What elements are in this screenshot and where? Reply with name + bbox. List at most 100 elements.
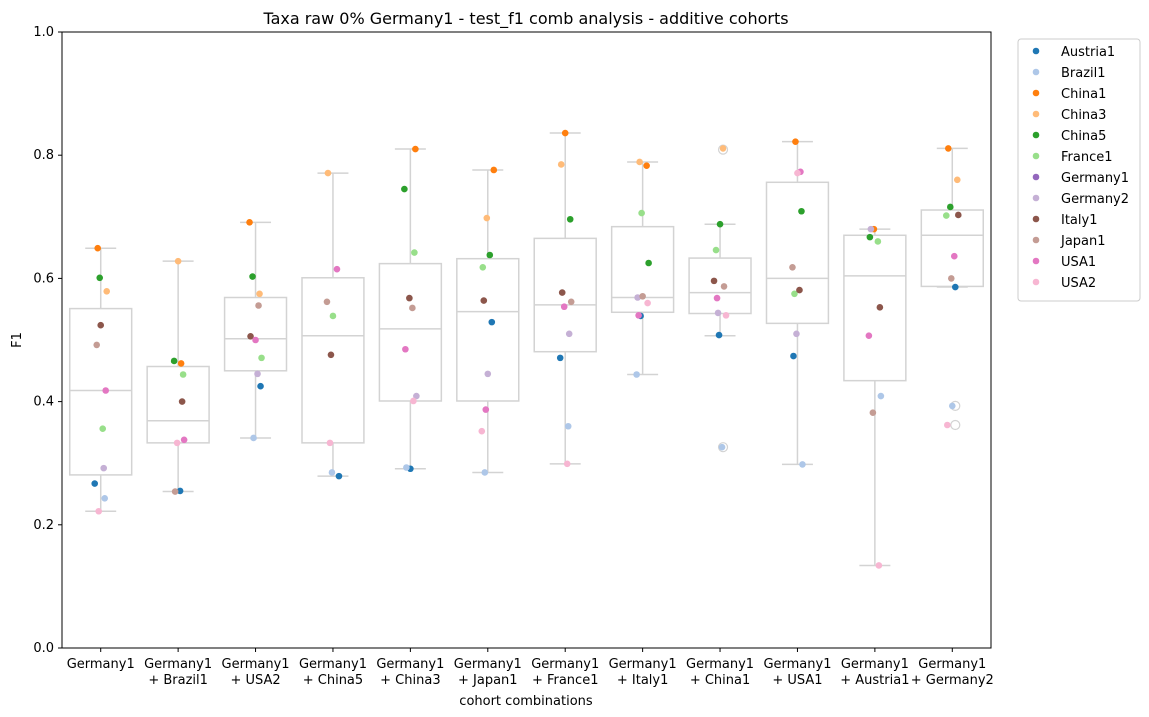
data-point-Japan1 bbox=[567, 298, 575, 306]
data-point-Germany2 bbox=[634, 294, 641, 301]
legend-marker-Italy1 bbox=[1032, 215, 1040, 223]
data-point-USA2 bbox=[794, 169, 801, 177]
data-point-Brazil1 bbox=[877, 392, 885, 400]
legend-marker-USA2 bbox=[1032, 278, 1040, 286]
data-point-Germany2 bbox=[867, 225, 875, 233]
box-iqr bbox=[843, 234, 907, 382]
data-point-Brazil1 bbox=[799, 461, 806, 468]
legend-label-Germany1: Germany1 bbox=[1061, 171, 1129, 186]
data-point-China5 bbox=[946, 203, 954, 211]
x-tick-label-line: Germany1 bbox=[299, 657, 367, 672]
y-tick-label: 0.6 bbox=[33, 271, 54, 286]
legend-frame bbox=[1017, 38, 1141, 302]
data-point-Brazil1 bbox=[718, 443, 726, 451]
data-point-USA1 bbox=[482, 406, 490, 413]
x-tick-label: Germany1 + China1 bbox=[686, 657, 754, 688]
legend-marker-France1 bbox=[1032, 152, 1040, 160]
x-tick-label-line: Germany1 bbox=[222, 657, 290, 672]
data-point-China1 bbox=[561, 129, 569, 137]
data-point-China3 bbox=[557, 161, 565, 168]
x-tick-label-line: Germany1 bbox=[144, 657, 212, 672]
legend-marker-China5 bbox=[1032, 131, 1040, 139]
data-point-China3 bbox=[636, 158, 643, 166]
legend-label-Japan1: Japan1 bbox=[1060, 234, 1106, 249]
data-point-Brazil1 bbox=[481, 469, 489, 476]
x-tick-label-line: Germany1 bbox=[763, 657, 831, 672]
x-tick-label: Germany1 + France1 bbox=[531, 657, 599, 688]
x-tick-label: Germany1 + USA1 bbox=[763, 657, 831, 688]
data-point-France1 bbox=[329, 312, 337, 320]
data-point-Italy1 bbox=[954, 211, 962, 219]
data-point-China5 bbox=[716, 220, 724, 228]
box-7 bbox=[610, 161, 675, 376]
data-point-China5 bbox=[486, 251, 494, 259]
outlier-point bbox=[717, 442, 729, 453]
x-tick-label-line: Germany1 bbox=[918, 657, 986, 672]
data-point-China3 bbox=[174, 257, 182, 265]
data-point-Austria1 bbox=[715, 331, 723, 339]
x-axis-label: cohort combinations bbox=[459, 694, 593, 709]
data-point-China1 bbox=[177, 360, 185, 367]
data-point-Brazil1 bbox=[564, 422, 572, 430]
x-tick-label-line: + Germany2 bbox=[911, 673, 994, 688]
data-point-USA1 bbox=[402, 345, 409, 353]
data-point-Japan1 bbox=[720, 283, 728, 290]
data-point-Italy1 bbox=[796, 286, 803, 294]
legend-label-France1: France1 bbox=[1061, 150, 1113, 165]
x-tick-label: Germany1 + Germany2 bbox=[911, 657, 994, 688]
data-point-China1 bbox=[490, 166, 498, 174]
data-point-China1 bbox=[94, 244, 102, 252]
legend-marker-Germany2 bbox=[1032, 194, 1040, 202]
data-point-Brazil1 bbox=[101, 495, 109, 502]
data-point-France1 bbox=[712, 246, 720, 254]
box-iqr bbox=[920, 209, 985, 288]
legend-label-China5: China5 bbox=[1061, 129, 1106, 144]
x-tick-label-line: + France1 bbox=[532, 673, 599, 688]
data-point-France1 bbox=[791, 290, 798, 298]
data-point-Austria1 bbox=[91, 480, 99, 487]
data-point-France1 bbox=[942, 212, 950, 219]
y-axis-label: F1 bbox=[10, 332, 25, 348]
data-point-China1 bbox=[944, 145, 952, 152]
legend: Austria1 Brazil1 China1 China3 China5 France1… bbox=[1017, 38, 1141, 302]
data-point-France1 bbox=[258, 354, 265, 362]
data-point-Germany2 bbox=[565, 330, 573, 338]
data-point-China5 bbox=[566, 215, 574, 223]
data-point-USA2 bbox=[722, 312, 730, 319]
data-point-USA2 bbox=[326, 439, 334, 447]
x-tick-label-line: + China3 bbox=[380, 673, 440, 688]
legend-marker-Japan1 bbox=[1032, 236, 1040, 244]
x-tick-label-line: + Japan1 bbox=[458, 673, 518, 688]
box-iqr bbox=[378, 262, 443, 402]
data-point-Japan1 bbox=[255, 302, 262, 309]
legend-label-Italy1: Italy1 bbox=[1061, 213, 1097, 228]
data-point-Japan1 bbox=[93, 341, 101, 349]
data-point-USA2 bbox=[478, 427, 486, 435]
legend-label-China3: China3 bbox=[1061, 108, 1106, 123]
data-point-China5 bbox=[645, 259, 652, 267]
data-point-USA1 bbox=[950, 252, 958, 260]
data-point-Austria1 bbox=[556, 354, 564, 362]
x-tick-label: Germany1 + Brazil1 bbox=[144, 657, 212, 688]
data-point-Italy1 bbox=[480, 297, 488, 304]
box-11 bbox=[920, 147, 985, 431]
data-point-China5 bbox=[96, 274, 104, 282]
outlier-point bbox=[950, 419, 961, 431]
x-tick-label: Germany1 + China5 bbox=[299, 657, 367, 688]
y-tick-label: 0.0 bbox=[33, 641, 54, 656]
data-point-China1 bbox=[412, 145, 419, 153]
box-iqr bbox=[301, 277, 365, 444]
x-tick-label: Germany1 bbox=[67, 657, 135, 672]
box-iqr bbox=[68, 307, 133, 476]
legend-label-Germany2: Germany2 bbox=[1061, 192, 1129, 207]
box-iqr bbox=[146, 365, 210, 444]
data-point-France1 bbox=[638, 209, 645, 217]
data-point-Austria1 bbox=[257, 382, 264, 390]
data-point-France1 bbox=[479, 264, 487, 271]
legend-label-China1: China1 bbox=[1061, 87, 1106, 102]
data-point-Japan1 bbox=[323, 298, 331, 306]
data-point-USA2 bbox=[95, 507, 103, 515]
data-point-USA1 bbox=[865, 332, 873, 339]
box-iqr bbox=[223, 296, 288, 372]
